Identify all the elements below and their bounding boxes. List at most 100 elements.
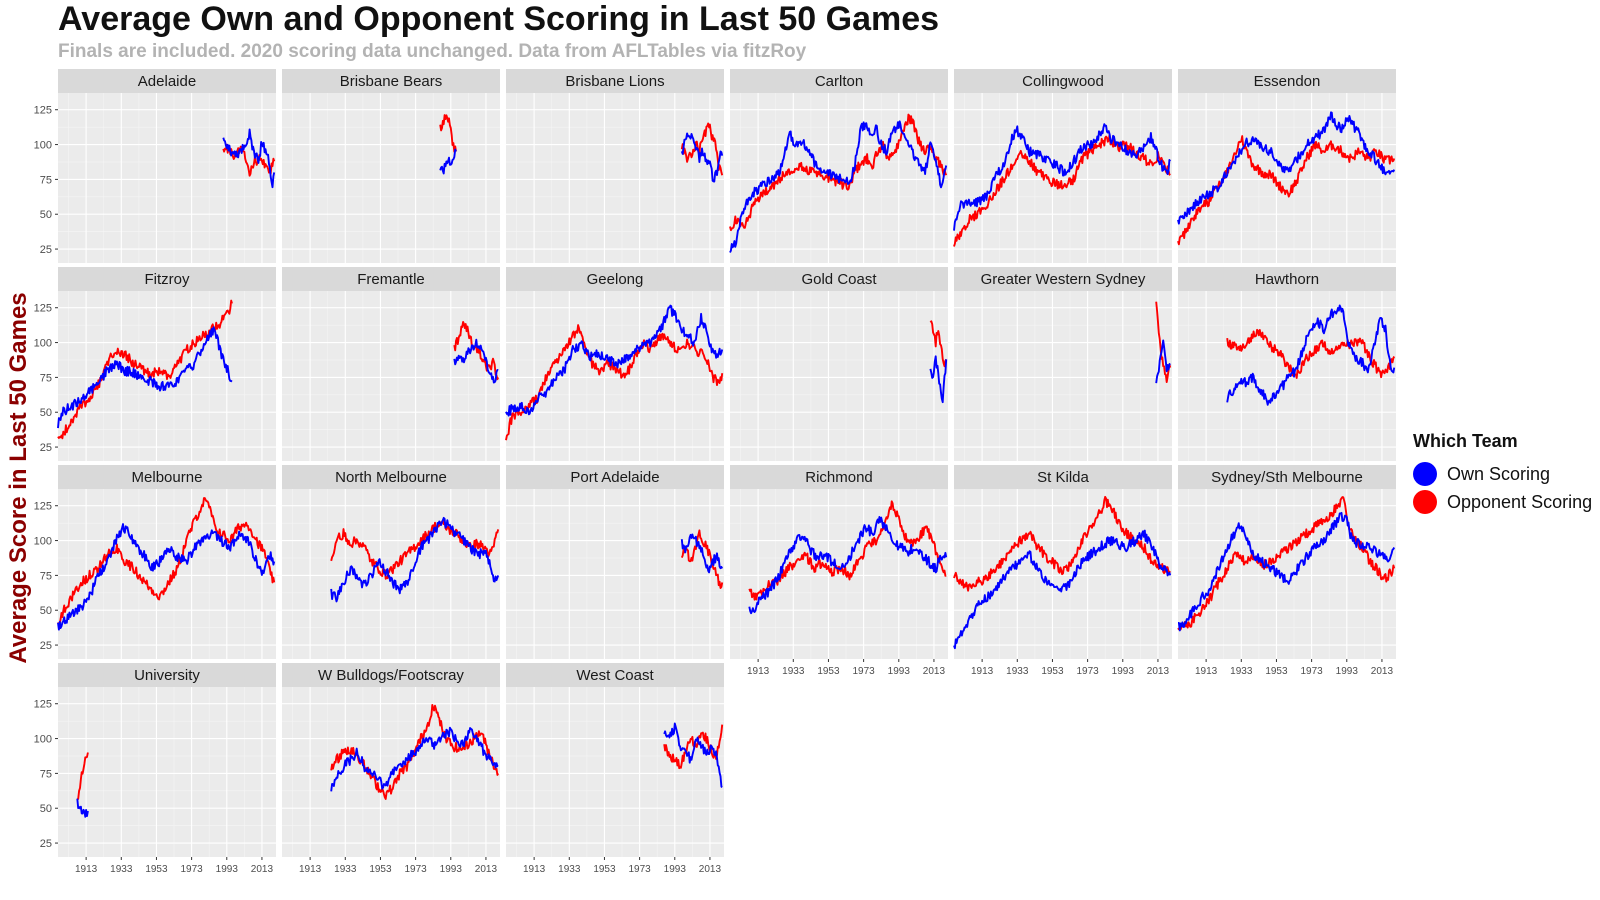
panel-background <box>730 291 948 461</box>
panel-title: Fitzroy <box>145 271 191 288</box>
y-tick-label: 50 <box>40 605 52 617</box>
y-tick-label: 75 <box>40 174 52 186</box>
legend-item-own: Own Scoring <box>1413 460 1592 488</box>
panel-background <box>506 93 724 263</box>
panel-geelong: Geelong <box>505 267 724 461</box>
x-tick-label: 1953 <box>817 666 840 677</box>
panel-essendon: Essendon <box>1177 69 1396 263</box>
panel-title: W Bulldogs/Footscray <box>318 667 464 684</box>
series-line-own-scoring <box>330 726 499 792</box>
x-tick-label: 2013 <box>923 666 946 677</box>
panel-title: North Melbourne <box>335 469 447 486</box>
legend-item-opponent: Opponent Scoring <box>1413 488 1592 516</box>
panel-title: Gold Coast <box>801 271 877 288</box>
y-tick-label: 75 <box>40 570 52 582</box>
panel-title: Carlton <box>815 73 863 90</box>
y-tick-label: 100 <box>34 338 52 350</box>
series-line-opponent-scoring <box>1226 328 1396 379</box>
y-tick-label: 25 <box>40 838 52 850</box>
series-line-own-scoring <box>453 338 499 384</box>
y-tick-label: 50 <box>40 407 52 419</box>
panel-strip <box>506 663 724 687</box>
x-tick-label: 1993 <box>888 666 911 677</box>
x-tick-label: 1913 <box>75 864 98 875</box>
series-line-own-scoring <box>953 529 1172 650</box>
y-tick-label: 125 <box>34 105 52 117</box>
panel-title: West Coast <box>576 667 654 684</box>
x-tick-label: 1953 <box>1041 666 1064 677</box>
series-line-own-scoring <box>953 123 1172 231</box>
panel-title: Brisbane Lions <box>565 73 664 90</box>
series-line-opponent-scoring <box>663 724 724 770</box>
panel-strip <box>506 465 724 489</box>
x-tick-label: 1933 <box>110 864 133 875</box>
legend-label-own: Own Scoring <box>1447 463 1551 484</box>
series-line-own-scoring <box>680 533 724 574</box>
x-tick-label: 1913 <box>747 666 770 677</box>
y-tick-label: 125 <box>34 699 52 711</box>
panel-background <box>506 489 724 659</box>
y-axis-label: Average Score in Last 50 Games <box>5 292 32 663</box>
chart-title: Average Own and Opponent Scoring in Last… <box>58 0 940 38</box>
y-tick-label: 25 <box>40 244 52 256</box>
x-tick-label: 1993 <box>1112 666 1135 677</box>
series-line-own-scoring <box>1155 339 1171 384</box>
x-tick-label: 1973 <box>404 864 427 875</box>
series-line-opponent-scoring <box>57 299 233 440</box>
panel-title: Melbourne <box>132 469 203 486</box>
panel-brisbane-bears: Brisbane Bears <box>282 69 500 263</box>
y-tick-label: 125 <box>34 303 52 315</box>
panel-background <box>58 489 276 659</box>
x-tick-label: 1933 <box>558 864 581 875</box>
panel-background <box>954 93 1172 263</box>
panel-strip <box>58 267 276 291</box>
panel-collingwood: Collingwood <box>953 69 1172 263</box>
panel-background <box>282 291 500 461</box>
x-tick-label: 2013 <box>475 864 498 875</box>
x-tick-label: 1993 <box>440 864 463 875</box>
x-tick-label: 2013 <box>251 864 274 875</box>
x-tick-label: 1933 <box>1230 666 1253 677</box>
panel-title: Essendon <box>1254 73 1321 90</box>
x-tick-label: 1993 <box>664 864 687 875</box>
panel-strip <box>954 267 1172 291</box>
panel-fitzroy: Fitzroy 25 50 75 100 125 <box>34 267 276 461</box>
panel-background <box>730 489 948 659</box>
panel-strip <box>730 69 948 93</box>
x-tick-label: 2013 <box>1147 666 1170 677</box>
series-line-own-scoring <box>929 355 948 404</box>
x-tick-label: 1953 <box>369 864 392 875</box>
panel-richmond: Richmond 1913 1933 1953 1973 1993 2013 <box>730 465 948 677</box>
series-line-own-scoring <box>505 304 724 417</box>
panel-background <box>954 291 1172 461</box>
y-tick-label: 75 <box>40 372 52 384</box>
chart-subtitle: Finals are included. 2020 scoring data u… <box>58 41 807 62</box>
panel-strip <box>506 267 724 291</box>
x-tick-label: 1933 <box>1006 666 1029 677</box>
panel-background <box>282 93 500 263</box>
panel-strip <box>506 69 724 93</box>
x-tick-label: 1973 <box>180 864 203 875</box>
series-line-own-scoring <box>330 516 500 603</box>
x-tick-label: 1993 <box>216 864 239 875</box>
panel-strip <box>954 69 1172 93</box>
y-tick-label: 125 <box>34 501 52 513</box>
y-tick-label: 100 <box>34 734 52 746</box>
panel-title: Adelaide <box>138 73 196 90</box>
panel-west-coast: West Coast 1913 1933 1953 1973 1993 2013 <box>506 663 724 875</box>
panel-strip <box>282 267 500 291</box>
panel-title: Fremantle <box>357 271 425 288</box>
series-line-opponent-scoring <box>929 320 948 368</box>
panel-strip <box>58 465 276 489</box>
panel-title: Greater Western Sydney <box>981 271 1146 288</box>
series-line-own-scoring <box>57 523 276 631</box>
series-line-own-scoring <box>680 132 724 183</box>
panel-carlton: Carlton <box>729 69 948 263</box>
panel-north-melbourne: North Melbourne <box>282 465 500 659</box>
panel-strip <box>282 69 500 93</box>
panel-strip <box>282 465 500 489</box>
x-tick-label: 1973 <box>1300 666 1323 677</box>
panel-fremantle: Fremantle <box>282 267 500 461</box>
series-line-own-scoring <box>76 798 89 818</box>
series-line-opponent-scoring <box>680 529 724 589</box>
